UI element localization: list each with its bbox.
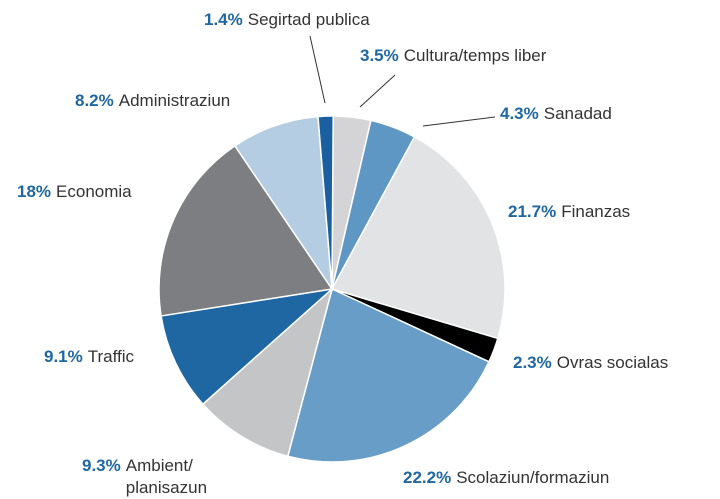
category-label: Finanzas (561, 202, 631, 221)
slice-label: 8.2% Administraziun (75, 90, 230, 112)
category-label: Cultura/temps liber (403, 46, 547, 65)
value-label: 18% (17, 182, 52, 201)
category-label: Ovras socialas (556, 353, 669, 372)
slice-label: 21.7% Finanzas (508, 201, 630, 223)
slice-label: 2.3% Ovras socialas (513, 352, 668, 374)
value-label: 22.2% (403, 468, 452, 487)
category-label: Economia (56, 182, 132, 201)
slice-label: 9.3% Ambient/ planisazun (82, 455, 221, 499)
value-label: 4.3% (500, 104, 539, 123)
value-label: 8.2% (75, 91, 114, 110)
leader-line (422, 116, 496, 127)
slice-label: 4.3% Sanadad (500, 103, 612, 125)
value-label: 21.7% (508, 202, 557, 221)
value-label: 1.4% (204, 10, 243, 29)
category-label: Scolaziun/formaziun (456, 468, 610, 487)
value-label: 2.3% (513, 353, 552, 372)
pie-slice (201, 286, 334, 458)
slice-label: 3.5% Cultura/temps liber (360, 45, 546, 67)
value-label: 9.1% (44, 347, 83, 366)
leader-line (359, 74, 396, 108)
slice-label: 18% Economia (17, 181, 132, 203)
pie-slice (317, 115, 334, 290)
slice-label: 9.1% Traffic (44, 346, 134, 368)
value-label: 3.5% (360, 46, 399, 65)
pie-slice (286, 287, 490, 463)
slice-label: 1.4% Segirtad publica (204, 9, 370, 31)
category-label: Ambient/ planisazun (125, 456, 208, 497)
pie-slice (330, 135, 506, 340)
category-label: Sanadad (543, 104, 612, 123)
value-label: 9.3% (82, 456, 121, 475)
category-label: Administraziun (118, 91, 231, 110)
slice-label: 22.2% Scolaziun/formaziun (403, 467, 609, 489)
leader-line (309, 35, 326, 104)
pie-slice (158, 144, 334, 317)
category-label: Segirtad publica (247, 10, 370, 29)
pie-slice (160, 287, 335, 406)
pie-slice (233, 115, 333, 292)
category-label: Traffic (87, 347, 135, 366)
